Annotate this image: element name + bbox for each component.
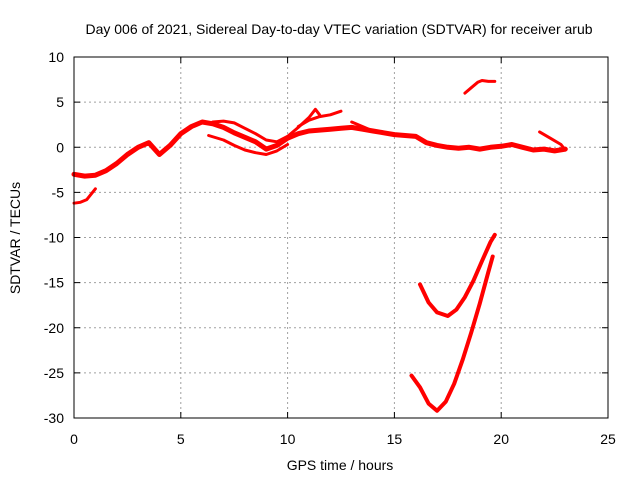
- y-tick-label-0: -30: [44, 410, 64, 426]
- series-lower-branch: [207, 134, 290, 156]
- x-tick-label-5: 25: [600, 431, 616, 447]
- x-axis-label: GPS time / hours: [287, 457, 394, 473]
- series-top-right-segment: [463, 79, 497, 95]
- y-tick-label-4: -10: [44, 230, 64, 246]
- x-tick-label-4: 20: [493, 431, 509, 447]
- series-main-band: [71, 119, 568, 179]
- y-tick-label-3: -15: [44, 275, 64, 291]
- series-v-curve-upper: [418, 232, 497, 318]
- grid-lines: [74, 57, 608, 418]
- series-v-curve-lower: [409, 254, 495, 413]
- y-tick-label-8: 10: [48, 49, 64, 65]
- x-tick-label-1: 5: [177, 431, 185, 447]
- y-tick-label-6: 0: [56, 139, 64, 155]
- data-series: [71, 79, 568, 413]
- y-tick-label-1: -25: [44, 365, 64, 381]
- series-upper-branch: [211, 107, 322, 144]
- y-tick-label-5: -5: [52, 184, 65, 200]
- series-right-branch: [538, 130, 567, 152]
- x-tick-label-2: 10: [280, 431, 296, 447]
- series-lower-start: [72, 187, 97, 205]
- series-upper-branch-2: [296, 109, 343, 128]
- chart-title: Day 006 of 2021, Sidereal Day-to-day VTE…: [85, 21, 592, 37]
- axis-ticks: 0 5 10 15 20 25 -30 -25 -20 -15 -10 -5 0 5 10: [44, 49, 616, 447]
- y-tick-label-7: 5: [56, 94, 64, 110]
- x-tick-label-3: 15: [387, 431, 403, 447]
- y-axis-label: SDTVAR / TECUs: [7, 182, 23, 294]
- series-secondary-branch: [350, 120, 375, 133]
- x-tick-label-0: 0: [70, 431, 78, 447]
- y-tick-label-2: -20: [44, 320, 64, 336]
